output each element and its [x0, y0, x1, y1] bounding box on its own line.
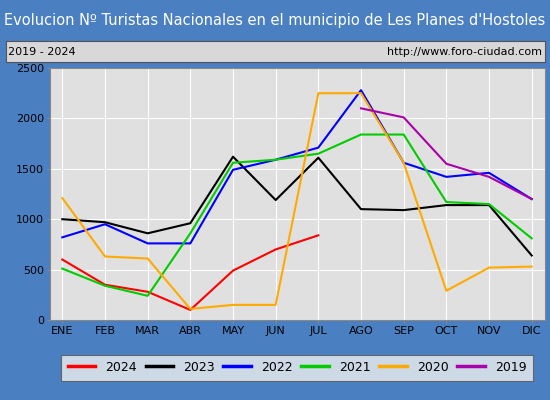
Text: 2019 - 2024: 2019 - 2024 — [8, 47, 76, 57]
Text: Evolucion Nº Turistas Nacionales en el municipio de Les Planes d'Hostoles: Evolucion Nº Turistas Nacionales en el m… — [4, 14, 546, 28]
Legend: 2024, 2023, 2022, 2021, 2020, 2019: 2024, 2023, 2022, 2021, 2020, 2019 — [62, 355, 532, 380]
Text: http://www.foro-ciudad.com: http://www.foro-ciudad.com — [387, 47, 542, 57]
